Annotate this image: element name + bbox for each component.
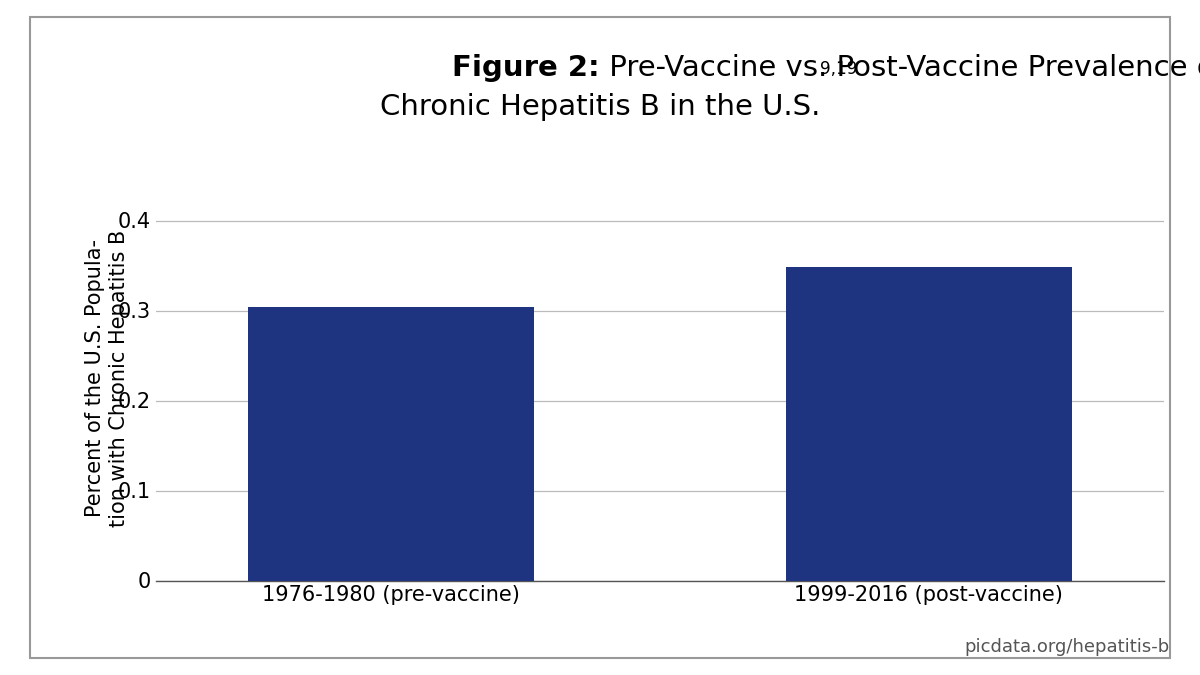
Text: Figure 2:: Figure 2: bbox=[452, 54, 600, 82]
Bar bbox=[248, 307, 534, 580]
Text: 9,19: 9,19 bbox=[820, 60, 858, 78]
Text: Pre-Vaccine vs. Post-Vaccine Prevalence of: Pre-Vaccine vs. Post-Vaccine Prevalence … bbox=[600, 54, 1200, 82]
Bar bbox=[786, 267, 1072, 580]
Text: Chronic Hepatitis B in the U.S.: Chronic Hepatitis B in the U.S. bbox=[380, 93, 820, 121]
Y-axis label: Percent of the U.S. Popula-
tion with Chronic Hepatitis B: Percent of the U.S. Popula- tion with Ch… bbox=[85, 230, 128, 526]
Text: picdata.org/hepatitis-b: picdata.org/hepatitis-b bbox=[965, 638, 1170, 656]
